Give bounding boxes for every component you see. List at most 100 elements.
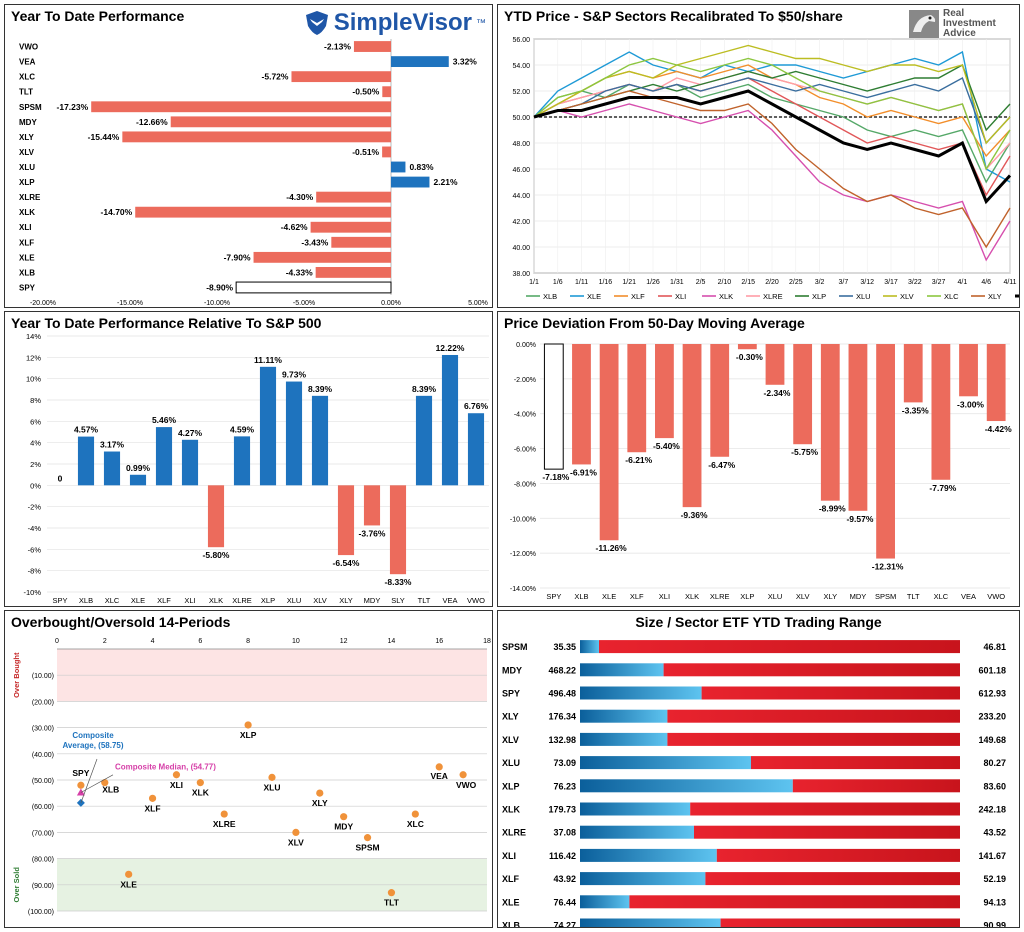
value-label: 3.32% <box>453 57 478 67</box>
y-tick-label: 48.00 <box>512 141 530 148</box>
category-label: XLE <box>602 592 616 601</box>
high-value: 149.68 <box>978 735 1006 745</box>
y-tick-label: 40.00 <box>512 245 530 252</box>
point-label: XLRE <box>213 819 236 829</box>
bar-xlc <box>103 451 121 486</box>
value-label: -6.47% <box>708 460 735 470</box>
value-label: -8.33% <box>385 577 412 587</box>
category-label: MDY <box>850 592 867 601</box>
x-tick-label: 3/2 <box>815 279 825 286</box>
low-value: 496.48 <box>548 689 576 699</box>
legend-label: XLC <box>944 292 959 301</box>
category-label: VWO <box>19 43 38 52</box>
x-tick-label: -5.00% <box>293 300 315 307</box>
point-xly <box>316 789 324 797</box>
value-label: -6.21% <box>625 455 652 465</box>
value-label: -5.40% <box>653 441 680 451</box>
bar-xli <box>181 439 199 486</box>
category-label: XLP <box>740 592 754 601</box>
value-label: 0.99% <box>126 463 151 473</box>
bar-xlu <box>391 161 406 173</box>
x-tick-label: 8 <box>246 638 250 645</box>
category-label: VEA <box>19 58 36 67</box>
range-bar-high-xlk <box>690 802 960 816</box>
ticker-label: SPSM <box>502 642 528 652</box>
x-tick-label: 2/5 <box>696 279 706 286</box>
x-tick-label: 0.00% <box>381 300 401 307</box>
point-label: TLT <box>384 898 400 908</box>
value-label: -7.18% <box>542 472 569 482</box>
category-label: XLB <box>79 596 93 605</box>
point-label: XLE <box>120 879 137 889</box>
value-label: -3.43% <box>301 237 328 247</box>
x-tick-label: 2/10 <box>718 279 732 286</box>
value-label: -4.62% <box>281 222 308 232</box>
category-label: XLRE <box>710 592 730 601</box>
category-label: XLE <box>131 596 145 605</box>
y-tick-label: 2% <box>30 460 41 469</box>
low-value: 35.35 <box>553 642 576 652</box>
category-label: SPY <box>52 596 67 605</box>
y-tick-label: 12% <box>26 353 41 362</box>
legend-label: XLU <box>856 292 871 301</box>
ticker-label: XLK <box>502 805 521 815</box>
y-tick-label: (100.00) <box>28 909 54 916</box>
high-value: 83.60 <box>983 781 1006 791</box>
bar-xlk <box>682 344 702 508</box>
value-label: 4.59% <box>230 424 255 434</box>
category-label: XLP <box>19 178 35 187</box>
legend-label: XLP <box>812 292 826 301</box>
y-tick-label: -6.00% <box>514 447 536 454</box>
high-value: 80.27 <box>983 758 1006 768</box>
bar-xlv <box>311 395 329 486</box>
range-bar-high-spy <box>701 686 960 700</box>
value-label: -3.00% <box>957 399 984 409</box>
x-tick-label: 18 <box>483 638 491 645</box>
range-bar-low-mdy <box>580 663 664 677</box>
category-label: XLF <box>630 592 644 601</box>
point-vwo <box>459 771 467 779</box>
x-tick-label: 6 <box>198 638 202 645</box>
y-tick-label: 0% <box>30 481 41 490</box>
value-label: -11.26% <box>596 543 628 553</box>
value-label: -5.72% <box>262 72 289 82</box>
range-bar-low-xlb <box>580 918 721 927</box>
value-label: 2.21% <box>433 177 458 187</box>
bar-xli <box>655 344 674 439</box>
y-tick-label: -2% <box>28 503 42 512</box>
category-label: XLE <box>19 253 35 262</box>
range-bar-high-xlu <box>751 756 960 770</box>
category-label: XLY <box>823 592 837 601</box>
legend-label: XLRE <box>763 292 783 301</box>
avg-leader-line <box>80 758 98 804</box>
value-label: -4.33% <box>286 267 313 277</box>
y-tick-label: -10% <box>23 588 41 597</box>
legend-label: XLI <box>675 292 686 301</box>
y-tick-label: 6% <box>30 417 41 426</box>
range-bar-high-mdy <box>663 663 960 677</box>
point-mdy <box>340 813 348 821</box>
category-label: VEA <box>442 596 457 605</box>
point-xlf <box>148 794 157 802</box>
x-tick-label: 3/17 <box>884 279 898 286</box>
panel-trading-range: Size / Sector ETF YTD Trading Range SPSM… <box>497 610 1020 928</box>
high-value: 141.67 <box>978 851 1006 861</box>
x-tick-label: 10 <box>292 638 300 645</box>
value-label: -8.99% <box>819 504 846 514</box>
range-bar-high-xlf <box>705 872 960 886</box>
point-label: XLK <box>192 788 210 798</box>
bar-xlf <box>155 427 173 486</box>
low-value: 76.44 <box>553 897 576 907</box>
category-label: TLT <box>418 596 431 605</box>
point-label: XLY <box>312 798 328 808</box>
low-value: 116.42 <box>549 851 576 861</box>
y-tick-label: -2.00% <box>514 377 536 384</box>
y-tick-label: 52.00 <box>512 89 530 96</box>
high-value: 52.19 <box>983 874 1006 884</box>
value-label: -6.91% <box>570 467 597 477</box>
category-label: XLV <box>796 592 810 601</box>
y-tick-label: -8% <box>28 567 42 576</box>
category-label: VEA <box>961 592 976 601</box>
range-bar-low-spsm <box>580 640 599 654</box>
x-tick-label: -10.00% <box>204 300 230 307</box>
